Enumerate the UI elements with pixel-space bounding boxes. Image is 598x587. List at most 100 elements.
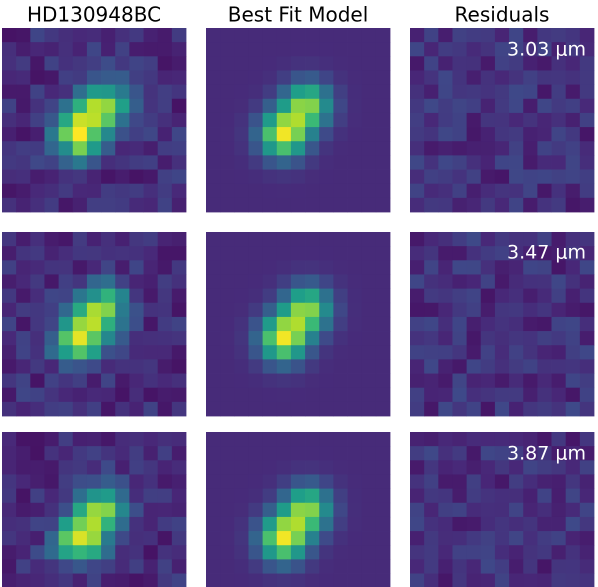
pixel	[30, 373, 45, 389]
pixel	[424, 70, 439, 86]
pixel	[565, 141, 581, 156]
pixel	[262, 502, 278, 518]
pixel	[305, 373, 320, 389]
pixel	[319, 401, 334, 417]
pixel	[361, 488, 377, 504]
pixel	[30, 488, 45, 504]
pixel	[523, 98, 538, 114]
pixel	[262, 112, 278, 128]
pixel	[16, 112, 31, 128]
pixel	[509, 460, 524, 475]
pixel	[234, 197, 249, 213]
pixel	[579, 373, 595, 389]
pixel	[410, 302, 425, 318]
pixel	[44, 302, 60, 318]
pixel	[101, 516, 116, 532]
pixel	[333, 502, 348, 518]
pixel	[86, 42, 102, 57]
pixel	[206, 260, 221, 275]
pixel	[143, 28, 159, 43]
pixel	[248, 432, 264, 447]
pixel	[347, 373, 363, 389]
pixel	[234, 183, 249, 199]
pixel	[565, 474, 581, 490]
pixel	[206, 460, 221, 475]
pixel	[129, 446, 144, 461]
pixel	[466, 155, 482, 170]
pixel	[276, 288, 292, 304]
pixel	[480, 474, 496, 490]
pixel	[319, 28, 334, 43]
pixel	[30, 359, 45, 374]
pixel	[290, 246, 306, 261]
pixel	[44, 573, 60, 587]
pixel	[424, 474, 439, 490]
pixel	[220, 488, 235, 504]
pixel	[410, 446, 425, 461]
pixel	[171, 28, 187, 43]
pixel	[551, 127, 567, 142]
pixel	[206, 387, 221, 403]
pixel	[276, 28, 292, 43]
pixel	[410, 155, 425, 170]
pixel	[452, 502, 468, 518]
pixel	[171, 288, 187, 304]
pixel	[523, 559, 538, 574]
pixel	[333, 127, 348, 142]
pixel	[262, 260, 278, 275]
pixel	[115, 387, 130, 403]
pixel	[319, 183, 334, 199]
pixel	[86, 98, 102, 114]
pixel	[220, 70, 235, 86]
pixel	[72, 545, 88, 560]
pixel	[16, 28, 31, 43]
pixel	[551, 474, 567, 490]
pixel	[319, 359, 334, 374]
pixel	[509, 288, 524, 304]
pixel	[58, 28, 74, 43]
pixel	[101, 232, 116, 247]
pixel	[438, 302, 453, 318]
pixel	[375, 42, 391, 57]
pixel	[220, 56, 235, 71]
pixel	[438, 183, 453, 199]
pixel	[72, 446, 88, 461]
pixel	[565, 56, 581, 71]
pixel	[44, 28, 60, 43]
pixel	[44, 531, 60, 546]
pixel	[234, 432, 249, 447]
pixel	[2, 460, 17, 475]
pixel	[276, 345, 292, 360]
pixel	[262, 197, 278, 213]
pixel	[480, 331, 496, 346]
pixel	[206, 246, 221, 261]
pixel	[305, 359, 320, 374]
pixel	[115, 70, 130, 86]
pixel	[129, 373, 144, 389]
pixel	[494, 288, 510, 304]
pixel	[72, 345, 88, 360]
pixel	[171, 84, 187, 100]
pixel	[248, 460, 264, 475]
pixel	[424, 559, 439, 574]
pixel	[537, 28, 552, 43]
pixel	[72, 260, 88, 275]
pixel	[290, 516, 306, 532]
pixel	[44, 183, 60, 199]
pixel	[361, 288, 377, 304]
pixel	[565, 531, 581, 546]
pixel	[565, 98, 581, 114]
pixel	[30, 401, 45, 417]
pixel	[276, 387, 292, 403]
pixel	[129, 288, 144, 304]
pixel	[101, 488, 116, 504]
pixel	[509, 302, 524, 318]
pixel	[72, 531, 88, 546]
pixel	[157, 274, 173, 290]
pixel	[262, 401, 278, 417]
pixel	[480, 274, 496, 290]
pixel	[30, 432, 45, 447]
pixel	[375, 446, 391, 461]
pixel	[72, 373, 88, 389]
pixel	[2, 573, 17, 587]
